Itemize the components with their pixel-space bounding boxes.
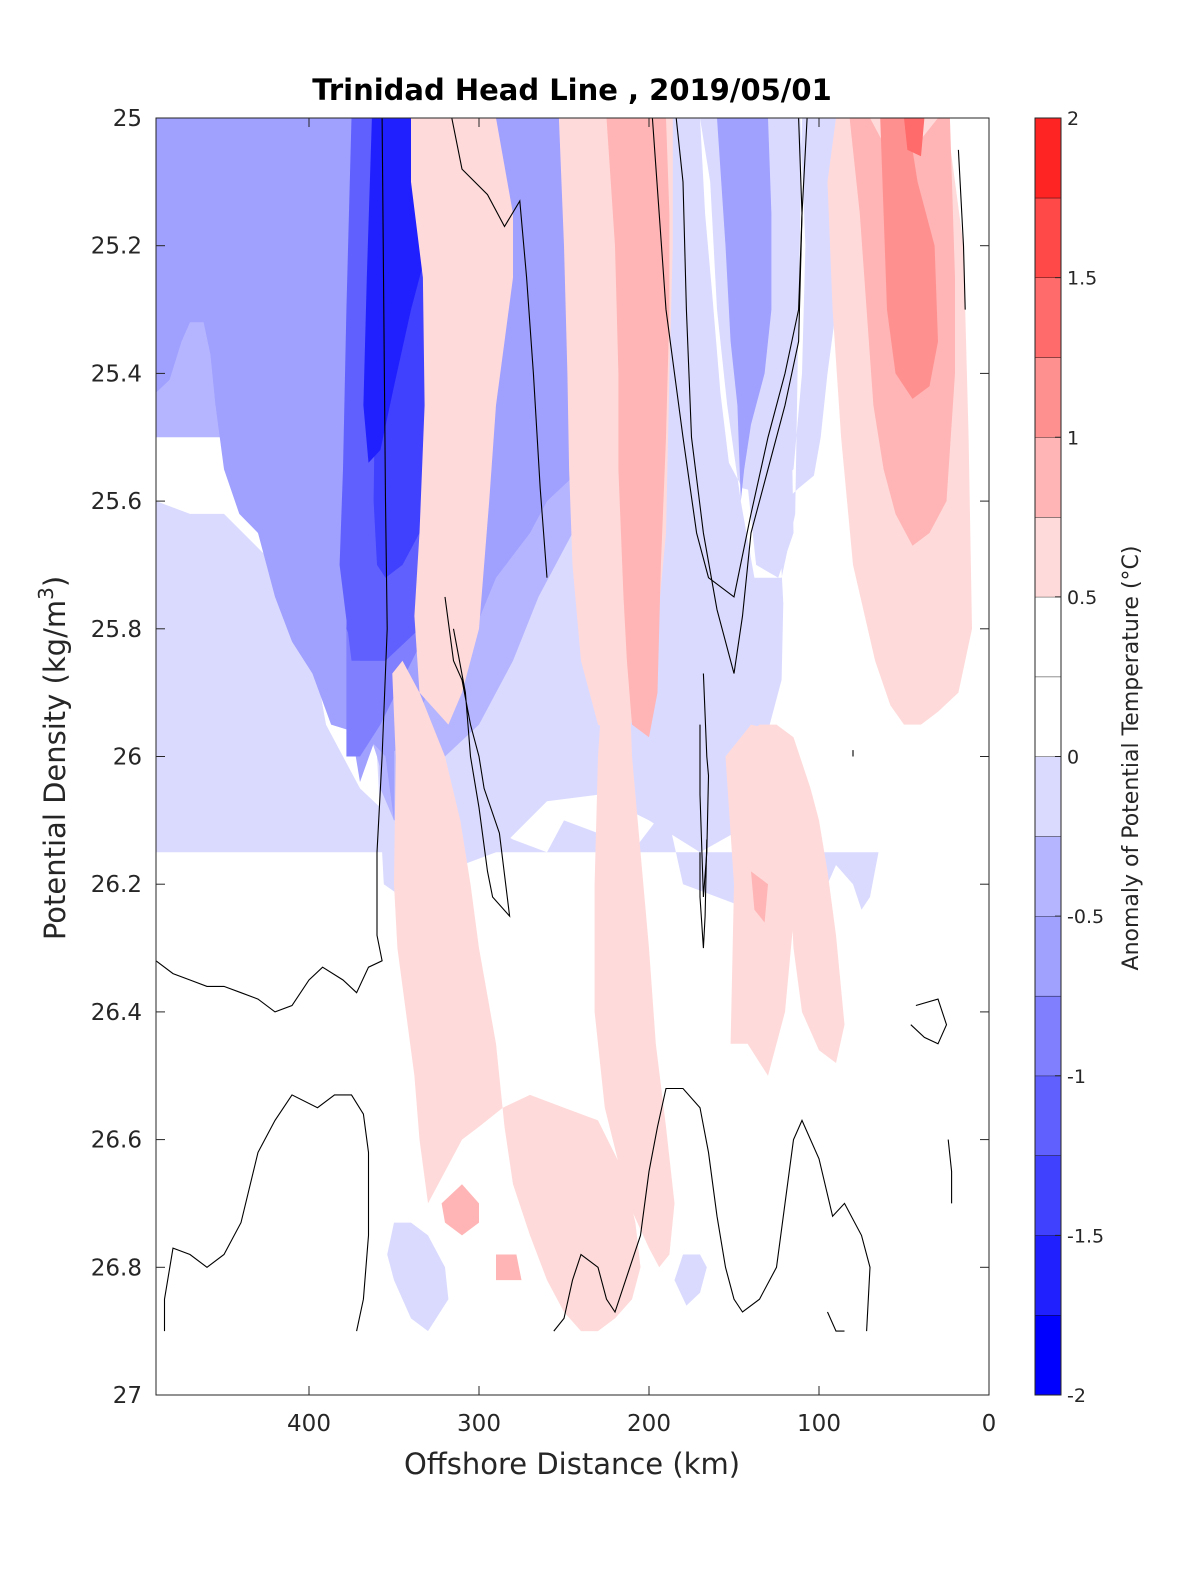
y-axis-title-end: ) — [38, 576, 72, 587]
y-tick-label: 26.2 — [91, 872, 142, 898]
colorbar-segment — [1035, 756, 1061, 837]
colorbar-tick-label: 1 — [1067, 427, 1079, 449]
colorbar-segment — [1035, 517, 1061, 597]
filled-region — [387, 1222, 449, 1332]
colorbar-tick-label: 2 — [1067, 108, 1079, 130]
colorbar-title: Anomaly of Potential Temperature (°C) — [1119, 546, 1144, 971]
contour-line — [553, 1087, 871, 1332]
contour-line — [675, 118, 808, 674]
x-axis-title: Offshore Distance (km) — [404, 1447, 740, 1481]
filled-region — [880, 118, 938, 399]
colorbar-segment — [1035, 197, 1061, 278]
y-tick-label: 25 — [113, 106, 142, 132]
y-tick-label: 26.6 — [91, 1128, 142, 1154]
filled-region — [572, 118, 670, 738]
filled-contours — [156, 118, 972, 1332]
filled-region — [156, 501, 879, 910]
y-tick-label: 26.4 — [91, 1000, 142, 1026]
y-tick-label: 26.8 — [91, 1255, 142, 1281]
filled-region — [156, 118, 394, 821]
colorbar-tick-label: -1.5 — [1067, 1225, 1104, 1247]
colorbar-segment — [1035, 357, 1061, 438]
x-tick-label: 200 — [627, 1411, 671, 1437]
y-tick-label: 26 — [113, 745, 142, 771]
x-tick-label: 300 — [457, 1411, 501, 1437]
colorbar-segment — [1035, 916, 1061, 996]
contour-line — [163, 1094, 370, 1332]
colorbar-segment — [1035, 118, 1061, 198]
filled-region — [674, 1254, 707, 1306]
y-tick-label: 25.2 — [91, 234, 142, 260]
colorbar-segment — [1035, 1235, 1061, 1316]
filled-region — [751, 871, 768, 923]
colorbar-tick-label: 0.5 — [1067, 587, 1097, 609]
plot-area — [155, 117, 990, 1396]
colorbar-segment — [1035, 277, 1061, 358]
contour-line — [444, 596, 511, 918]
filled-region — [411, 118, 513, 725]
y-axis-title-superscript: 3 — [34, 587, 58, 600]
colorbar: -2 -1.5 -1 -0.5 0 0.5 1 1.5 2 — [1034, 108, 1104, 1407]
y-tick-label: 25.4 — [91, 361, 142, 387]
contour-line — [699, 839, 708, 949]
y-tick-label: 25.6 — [91, 489, 142, 515]
filled-region — [392, 660, 641, 1332]
colorbar-tick-label: -0.5 — [1067, 906, 1104, 928]
x-axis: 400 300 200 100 0 — [287, 118, 996, 1437]
colorbar-segment — [1035, 1155, 1061, 1236]
contour-line — [957, 149, 966, 310]
x-tick-label: 100 — [797, 1411, 841, 1437]
y-tick-label: 25.8 — [91, 617, 142, 643]
colorbar-segment — [1035, 676, 1061, 757]
filled-region — [496, 1254, 522, 1281]
colorbar-segment — [1035, 836, 1061, 917]
colorbar-segment — [1035, 437, 1061, 518]
colorbar-tick-label: -2 — [1067, 1385, 1086, 1407]
colorbar-segment — [1035, 1315, 1061, 1395]
x-tick-label: 400 — [287, 1411, 331, 1437]
colorbar-segment — [1035, 596, 1061, 677]
contour-line — [651, 118, 803, 598]
contour-line — [156, 118, 388, 1013]
y-axis-title-main: Potential Density (kg/m — [38, 600, 72, 940]
filled-region — [312, 118, 440, 463]
colorbar-tick-label: 1.5 — [1067, 268, 1097, 290]
colorbar-segment — [1035, 995, 1061, 1076]
filled-region — [890, 118, 925, 157]
plot-title: Trinidad Head Line , 2019/05/01 — [312, 73, 832, 107]
filled-region — [734, 724, 845, 1063]
y-axis-title: Potential Density (kg/m3) — [34, 576, 72, 940]
colorbar-segment — [1035, 1075, 1061, 1156]
y-axis: 25 25.2 25.4 25.6 25.8 26 26.2 26.4 26.6 26.8 27 — [91, 106, 989, 1409]
colorbar-tick-label: 0 — [1067, 747, 1079, 769]
contour-line — [451, 118, 548, 578]
filled-region — [441, 1184, 479, 1236]
y-tick-label: 27 — [113, 1383, 142, 1409]
filled-region — [700, 118, 772, 502]
contour-line — [947, 1139, 953, 1204]
contour-line — [910, 998, 948, 1045]
contour-line — [826, 1311, 845, 1332]
x-tick-label: 0 — [982, 1411, 997, 1437]
colorbar-tick-label: -1 — [1067, 1066, 1086, 1088]
zero-contour-lines — [156, 118, 966, 1332]
